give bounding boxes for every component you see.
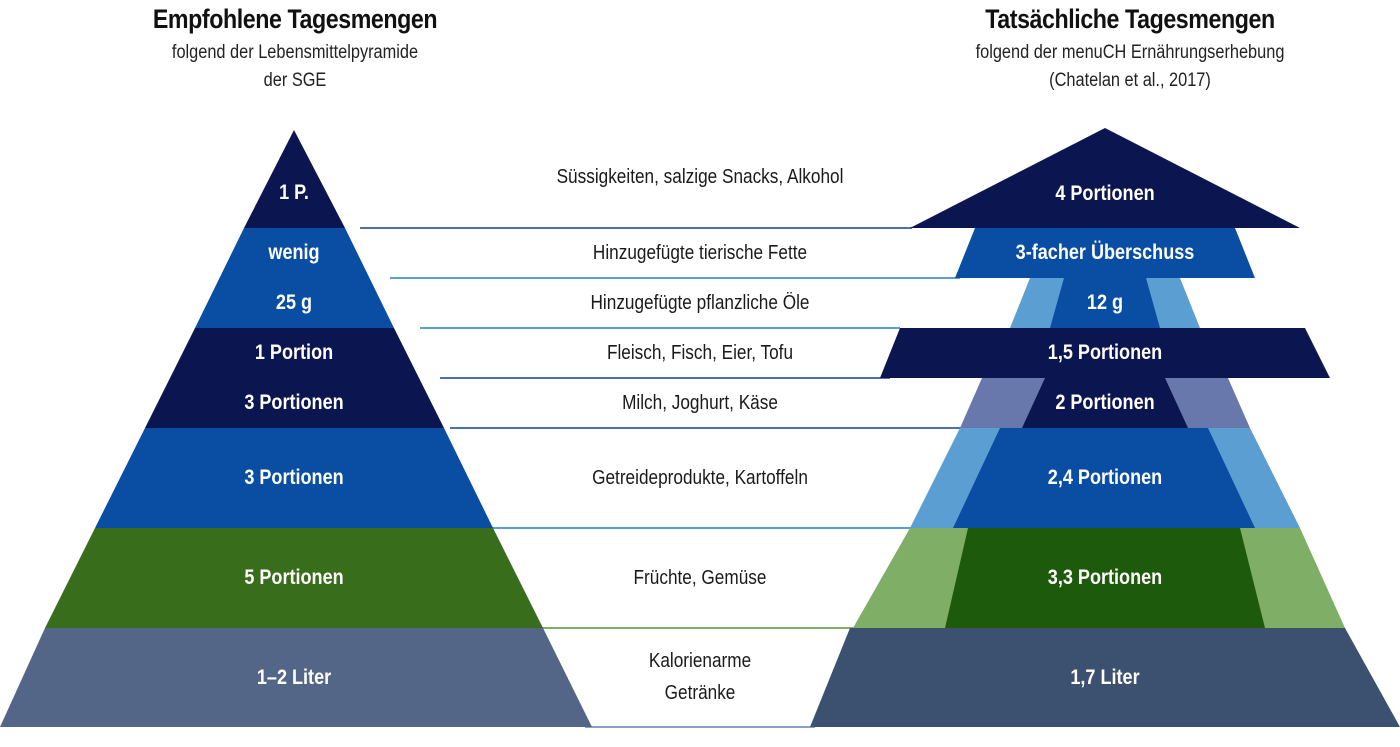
left-tier-sweets (244, 130, 345, 228)
right-tier-milk-inner (1022, 378, 1188, 428)
category-meat-fish-eggs-tofu: Fleisch, Fisch, Eier, Tofu (606, 342, 794, 364)
right-tier-fats (955, 228, 1255, 278)
recommended-subtitle-line2: der SGE (263, 70, 327, 91)
actual-header: Tatsächliche Tagesmengen folgend der men… (860, 4, 1400, 95)
category-plant-oils: Hinzugefügte pflanzliche Öle (590, 292, 810, 314)
actual-oils-value: 12 g (1086, 291, 1124, 314)
recommended-oils-value: 25 g (275, 291, 313, 314)
actual-meat-value: 1,5 Portionen (1047, 341, 1163, 364)
actual-subtitle-line2: (Chatelan et al., 2017) (1049, 70, 1211, 91)
recommended-title: Empfohlene Tagesmengen (152, 4, 438, 34)
actual-subtitle-line1: folgend der menuCH Ernährungserhebung (975, 42, 1285, 63)
row-dividers (360, 227, 965, 728)
left-tier-fruit-veg (45, 528, 543, 628)
recommended-subtitle-line1: folgend der Lebensmittelpyramide (171, 42, 419, 63)
recommended-milk-value: 3 Portionen (244, 391, 344, 414)
right-tier-drinks (810, 628, 1400, 727)
recommended-fats-value: wenig (268, 241, 320, 264)
category-fruit-vegetables: Früchte, Gemüse (633, 567, 767, 589)
actual-fruit-veg-value: 3,3 Portionen (1047, 566, 1163, 589)
actual-subtitle: folgend der menuCH Ernährungserhebung (C… (898, 39, 1362, 95)
left-tier-drinks (0, 628, 592, 727)
recommended-subtitle: folgend der Lebensmittelpyramide der SGE (93, 39, 497, 95)
right-tier-meat (880, 328, 1330, 378)
recommended-drinks-value: 1–2 Liter (256, 666, 332, 689)
actual-drinks-value: 1,7 Liter (1070, 666, 1140, 689)
right-tier-oils-inner (1050, 278, 1160, 328)
recommended-meat-value: 1 Portion (254, 341, 334, 364)
right-tier-grains-inner (953, 428, 1255, 528)
category-animal-fats: Hinzugefügte tierische Fette (592, 242, 808, 264)
actual-pyramid (810, 128, 1400, 727)
actual-milk-value: 2 Portionen (1055, 391, 1155, 414)
actual-title: Tatsächliche Tagesmengen (985, 4, 1275, 34)
category-low-calorie-drinks: Kalorienarme Getränke (519, 645, 880, 709)
actual-sweets-value: 4 Portionen (1055, 182, 1155, 205)
category-drinks-line1: Kalorienarme (648, 650, 752, 672)
right-tier-fruit-veg-inner (945, 528, 1265, 628)
left-tier-meat-milk (145, 328, 444, 428)
category-grains-potatoes: Getreideprodukte, Kartoffeln (592, 467, 808, 489)
category-dairy: Milch, Joghurt, Käse (622, 392, 778, 414)
left-tier-fats-oils (195, 228, 394, 328)
recommended-header: Empfohlene Tagesmengen folgend der Leben… (60, 4, 530, 95)
recommended-grains-value: 3 Portionen (244, 466, 344, 489)
category-sweets: Süssigkeiten, salzige Snacks, Alkohol (556, 166, 844, 188)
category-drinks-line2: Getränke (664, 682, 736, 704)
left-tier-grains (95, 428, 493, 528)
recommended-sweets-value: 1 P. (279, 181, 309, 204)
right-tier-sweets (910, 128, 1300, 228)
actual-grains-value: 2,4 Portionen (1047, 466, 1163, 489)
recommended-fruit-veg-value: 5 Portionen (244, 566, 344, 589)
actual-fats-value: 3-facher Überschuss (1015, 241, 1195, 264)
recommended-pyramid (0, 130, 592, 727)
